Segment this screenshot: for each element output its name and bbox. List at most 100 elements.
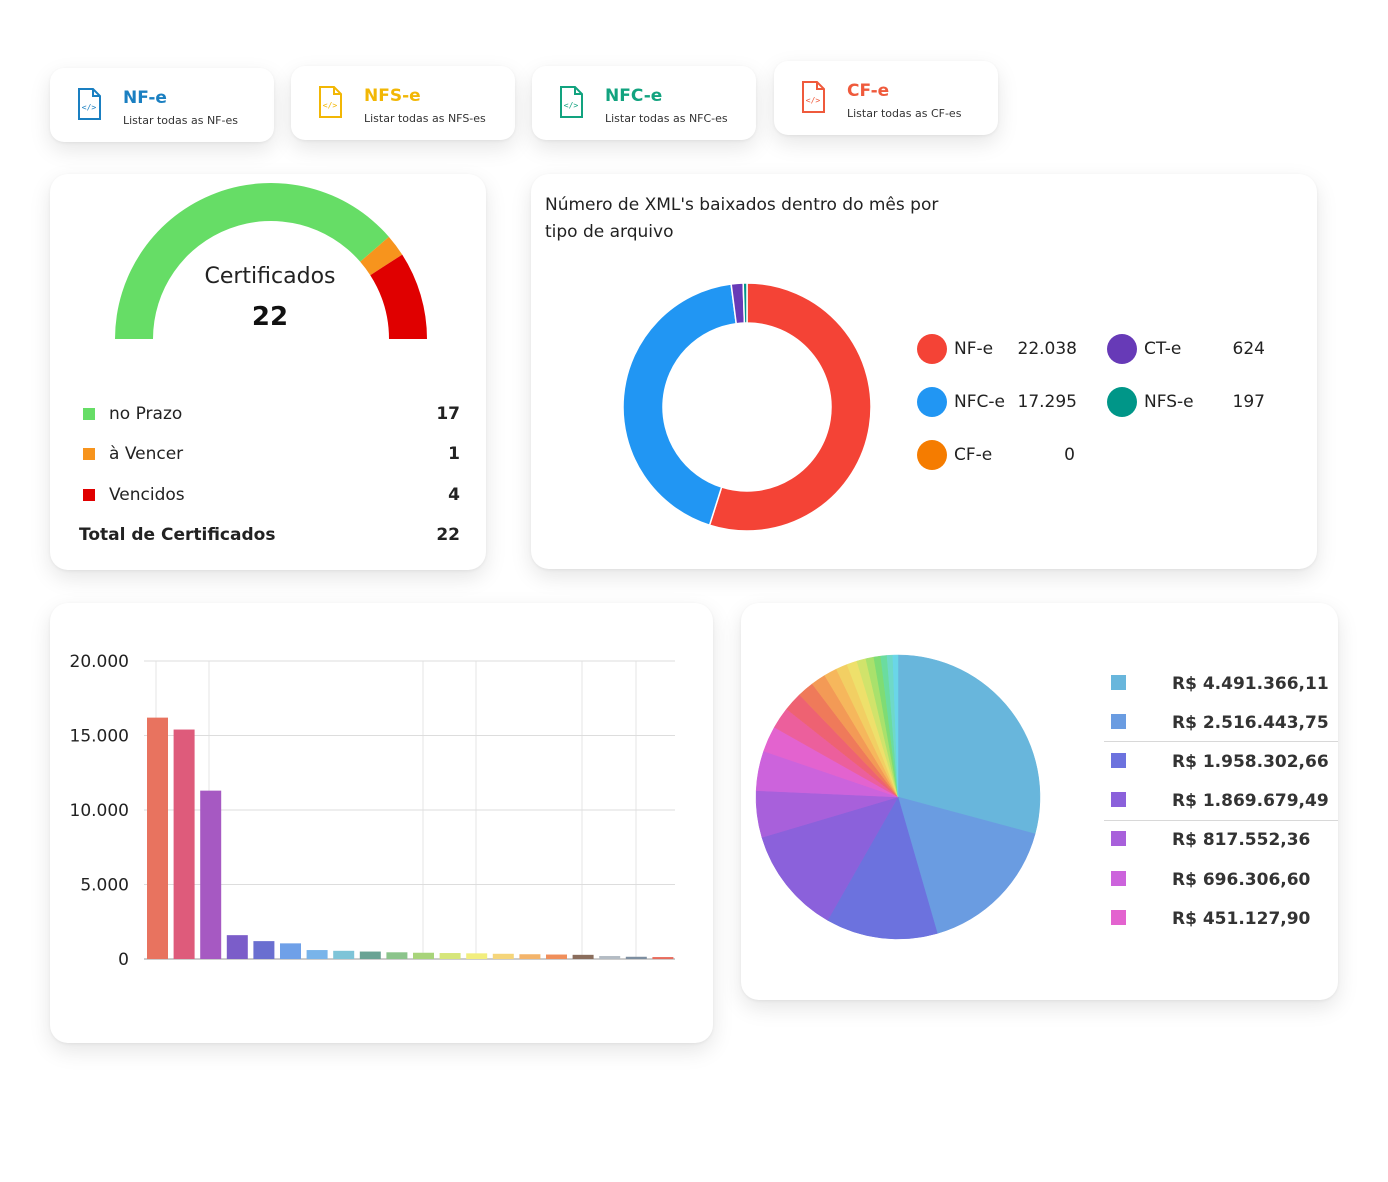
pie-legend-item: R$ 817.552,36 bbox=[1111, 830, 1338, 850]
bar[interactable] bbox=[413, 952, 434, 959]
legend-cfe[interactable]: CF-e 0 bbox=[917, 440, 1075, 470]
nfce-subtitle: Listar todas as NFC-es bbox=[605, 112, 728, 125]
pie-slice[interactable] bbox=[761, 796, 899, 921]
legend-dot bbox=[917, 440, 947, 470]
pie-legend-item: R$ 1.869.679,49 bbox=[1111, 791, 1338, 811]
bar[interactable] bbox=[386, 952, 408, 959]
donut-slice-nf-e[interactable] bbox=[708, 282, 872, 532]
xml-file-icon: </> bbox=[560, 86, 583, 118]
total-certificates-row: Total de Certificados 22 bbox=[79, 525, 460, 545]
legend-swatch bbox=[83, 408, 95, 420]
pie-legend-item: R$ 696.306,60 bbox=[1111, 870, 1338, 890]
legend-swatch bbox=[83, 489, 95, 501]
certificates-card: Certificados 22 no Prazo 17 à Vencer 1 V… bbox=[50, 174, 486, 570]
legend-nfe[interactable]: NF-e 22.038 bbox=[917, 334, 1077, 364]
nfce-title: NFC-e bbox=[605, 86, 663, 106]
pie-legend-value: R$ 2.516.443,75 bbox=[1172, 713, 1329, 733]
legend-value: 0 bbox=[1064, 445, 1075, 465]
legend-nfce[interactable]: NFC-e 17.295 bbox=[917, 387, 1077, 417]
legend-nfse[interactable]: NFS-e 197 bbox=[1107, 387, 1265, 417]
bar[interactable] bbox=[147, 717, 168, 959]
pie-slice[interactable] bbox=[897, 654, 1041, 835]
legend-label: CT-e bbox=[1144, 339, 1182, 359]
nfse-subtitle: Listar todas as NFS-es bbox=[364, 112, 486, 125]
bar[interactable] bbox=[519, 954, 541, 959]
legend-value: 17 bbox=[436, 404, 460, 424]
bar[interactable] bbox=[572, 954, 594, 959]
bar[interactable] bbox=[546, 954, 567, 959]
xml-downloads-card: Número de XML's baixados dentro do mês p… bbox=[531, 174, 1317, 569]
bar[interactable] bbox=[226, 935, 248, 959]
svg-text:</>: </> bbox=[82, 103, 97, 112]
bar[interactable] bbox=[625, 956, 647, 959]
legend-dot bbox=[1107, 387, 1137, 417]
svg-text:</>: </> bbox=[806, 96, 821, 105]
nfse-title: NFS-e bbox=[364, 86, 421, 106]
value-pie-chart bbox=[755, 654, 1041, 940]
xml-file-icon: </> bbox=[802, 81, 825, 113]
legend-dot bbox=[1107, 334, 1137, 364]
gauge-title: Certificados bbox=[204, 264, 336, 289]
pie-legend-swatch bbox=[1111, 871, 1126, 886]
nfce-card[interactable]: </> NFC-e Listar todas as NFC-es bbox=[532, 66, 756, 140]
legend-row-no-prazo: no Prazo 17 bbox=[80, 403, 460, 425]
bar[interactable] bbox=[466, 953, 488, 959]
donut-slice-nfs-e[interactable] bbox=[742, 282, 748, 324]
value-pie-card: R$ 4.491.366,11 R$ 2.516.443,75 R$ 1.958… bbox=[741, 603, 1338, 1000]
gauge-total: 22 bbox=[251, 302, 289, 332]
legend-row-vencidos: Vencidos 4 bbox=[80, 484, 460, 506]
legend-swatch bbox=[83, 448, 95, 460]
total-value: 22 bbox=[436, 525, 460, 545]
y-tick-label: 15.000 bbox=[70, 727, 129, 747]
legend-value: 1 bbox=[448, 444, 460, 464]
bar[interactable] bbox=[359, 951, 381, 959]
bar[interactable] bbox=[253, 941, 275, 959]
pie-slice[interactable] bbox=[897, 796, 1036, 934]
legend-label: à Vencer bbox=[109, 444, 184, 464]
pie-slice[interactable] bbox=[892, 654, 899, 798]
bar[interactable] bbox=[200, 790, 222, 959]
gauge-segment-a-vencer bbox=[360, 236, 403, 276]
pie-legend-value: R$ 1.869.679,49 bbox=[1172, 791, 1329, 811]
xml-chart-title: Número de XML's baixados dentro do mês p… bbox=[545, 195, 939, 242]
svg-text:</>: </> bbox=[564, 101, 579, 110]
legend-label: Vencidos bbox=[109, 485, 185, 505]
nfse-card[interactable]: </> NFS-e Listar todas as NFS-es bbox=[291, 66, 515, 140]
legend-cte[interactable]: CT-e 624 bbox=[1107, 334, 1265, 364]
bar[interactable] bbox=[439, 953, 461, 959]
y-tick-label: 10.000 bbox=[70, 801, 129, 821]
pie-legend-value: R$ 1.958.302,66 bbox=[1172, 752, 1329, 772]
y-tick-label: 20.000 bbox=[70, 652, 129, 672]
legend-label: no Prazo bbox=[109, 404, 183, 424]
nfe-card[interactable]: </> NF-e Listar todas as NF-es bbox=[50, 68, 274, 142]
bar[interactable] bbox=[492, 953, 514, 959]
cfe-card[interactable]: </> CF-e Listar todas as CF-es bbox=[774, 61, 998, 135]
legend-value: 624 bbox=[1232, 339, 1265, 359]
nfe-subtitle: Listar todas as NF-es bbox=[123, 114, 238, 127]
pie-legend-divider bbox=[1104, 741, 1338, 742]
pie-legend-swatch bbox=[1111, 792, 1126, 807]
legend-value: 197 bbox=[1232, 392, 1265, 412]
pie-legend-swatch bbox=[1111, 831, 1126, 846]
legend-value: 4 bbox=[448, 485, 460, 505]
bar-chart: 20.000 15.000 10.000 5.000 0 bbox=[70, 652, 675, 970]
bar[interactable] bbox=[652, 957, 674, 960]
bar[interactable] bbox=[306, 950, 328, 959]
bar[interactable] bbox=[280, 943, 301, 959]
legend-label: NFC-e bbox=[954, 392, 1005, 412]
y-tick-label: 0 bbox=[118, 950, 129, 970]
legend-value: 22.038 bbox=[1017, 339, 1077, 359]
bar[interactable] bbox=[173, 729, 195, 959]
xml-donut-chart bbox=[622, 282, 872, 532]
donut-slice-nfc-e[interactable] bbox=[622, 283, 738, 527]
bar[interactable] bbox=[333, 950, 355, 959]
bar[interactable] bbox=[599, 956, 621, 959]
pie-legend-item: R$ 4.491.366,11 bbox=[1111, 674, 1338, 694]
pie-slice[interactable] bbox=[827, 796, 938, 940]
legend-dot bbox=[917, 334, 947, 364]
total-label: Total de Certificados bbox=[79, 525, 276, 545]
pie-legend-item: R$ 2.516.443,75 bbox=[1111, 713, 1338, 733]
bar-chart-card: 20.000 15.000 10.000 5.000 0 bbox=[50, 603, 713, 1043]
pie-legend-swatch bbox=[1111, 753, 1126, 768]
xml-file-icon: </> bbox=[319, 86, 342, 118]
